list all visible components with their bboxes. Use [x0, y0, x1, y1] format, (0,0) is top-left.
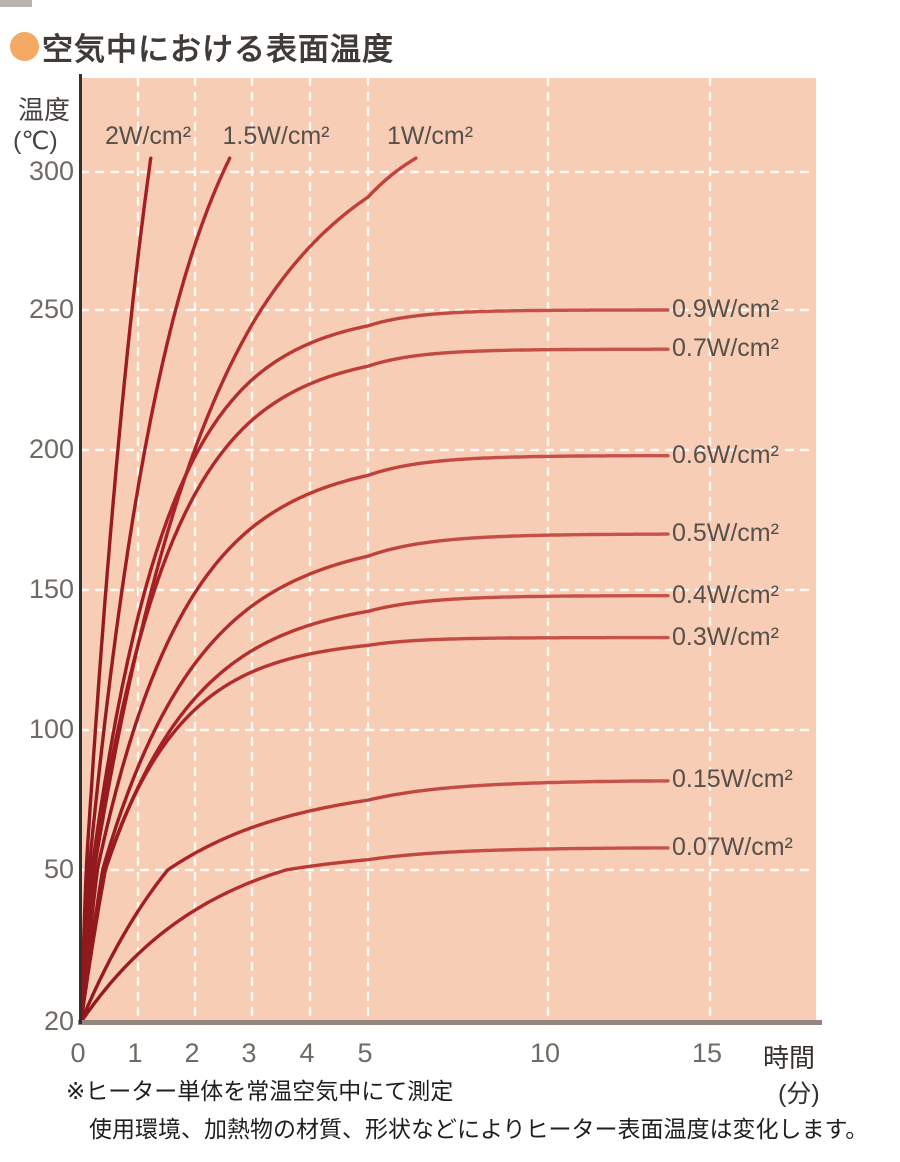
tick-label-y-300: 300 — [28, 156, 74, 186]
curve-0.3w — [79, 635, 670, 1024]
curve-1.5w — [79, 156, 232, 1024]
page-title: 空気中における表面温度 — [42, 32, 394, 67]
tick-label-y-20: 20 — [43, 1006, 74, 1036]
scan-edge-artifact — [0, 0, 32, 7]
footnote-line-2: 使用環境、加熱物の材質、形状などによりヒーター表面温度は変化します。 — [89, 1116, 869, 1142]
series-label-1.5w: 1.5W/cm² — [222, 122, 330, 150]
y-axis-title: 温度 — [18, 95, 71, 125]
curve-2w — [79, 156, 153, 1024]
series-label-0.7w: 0.7W/cm² — [672, 334, 779, 363]
tick-label-x-0: 0 — [70, 1038, 86, 1068]
tick-label-y-100: 100 — [28, 714, 74, 744]
curve-0.9w — [79, 308, 670, 1024]
tick-label-x-3: 3 — [241, 1038, 257, 1068]
curve-0.5w — [79, 532, 670, 1024]
series-label-0.07w: 0.07W/cm² — [672, 832, 793, 861]
series-label-0.4w: 0.4W/cm² — [672, 580, 779, 609]
y-axis-line — [79, 74, 82, 1024]
orange-bullet-icon — [10, 32, 39, 61]
curve-0.6w — [79, 454, 670, 1024]
x-axis-title: 時間 — [763, 1043, 816, 1073]
curve-0.4w — [79, 594, 670, 1024]
tick-label-x-4: 4 — [299, 1038, 315, 1068]
tick-label-y-150: 150 — [28, 574, 74, 604]
series-label-2w: 2W/cm² — [104, 122, 192, 150]
tick-label-x-15: 15 — [691, 1038, 723, 1068]
chart-header: 空気中における表面温度 — [10, 24, 394, 69]
x-axis-line — [78, 1020, 822, 1025]
y-axis-unit: (℃) — [13, 127, 58, 155]
tick-label-y-250: 250 — [28, 294, 74, 324]
gridlines — [79, 76, 818, 1024]
curve-0.07w — [79, 846, 670, 1024]
series-label-0.6w: 0.6W/cm² — [672, 440, 779, 469]
series-label-1w: 1W/cm² — [386, 122, 474, 150]
tick-label-x-10: 10 — [529, 1038, 561, 1068]
x-axis-unit: (分) — [778, 1080, 820, 1108]
series-label-0.9w: 0.9W/cm² — [672, 295, 779, 323]
curve-0.15w — [79, 779, 670, 1024]
tick-label-x-1: 1 — [127, 1038, 143, 1068]
series-label-0.5w: 0.5W/cm² — [672, 519, 779, 547]
series-label-0.3w: 0.3W/cm² — [672, 622, 779, 651]
tick-label-y-200: 200 — [28, 434, 74, 464]
footnote-line-1: ※ヒーター単体を常温空気中にて測定 — [66, 1078, 454, 1104]
tick-label-y-50: 50 — [43, 854, 74, 884]
plot-background — [81, 78, 816, 1022]
series-label-0.15w: 0.15W/cm² — [672, 765, 793, 794]
curve-0.7w — [79, 347, 670, 1024]
tick-label-x-5: 5 — [357, 1038, 373, 1068]
tick-label-x-2: 2 — [184, 1038, 200, 1068]
